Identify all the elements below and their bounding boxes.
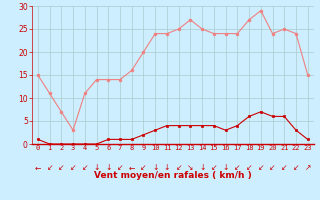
Text: ↘: ↘ bbox=[187, 163, 194, 172]
Text: ↓: ↓ bbox=[222, 163, 229, 172]
X-axis label: Vent moyen/en rafales ( km/h ): Vent moyen/en rafales ( km/h ) bbox=[94, 171, 252, 180]
Text: ←: ← bbox=[35, 163, 41, 172]
Text: ↙: ↙ bbox=[175, 163, 182, 172]
Text: ↙: ↙ bbox=[281, 163, 287, 172]
Text: ↙: ↙ bbox=[117, 163, 123, 172]
Text: ↙: ↙ bbox=[140, 163, 147, 172]
Text: ↓: ↓ bbox=[105, 163, 111, 172]
Text: ↙: ↙ bbox=[234, 163, 241, 172]
Text: ↙: ↙ bbox=[269, 163, 276, 172]
Text: ↙: ↙ bbox=[70, 163, 76, 172]
Text: ↙: ↙ bbox=[211, 163, 217, 172]
Text: ↙: ↙ bbox=[46, 163, 53, 172]
Text: ↓: ↓ bbox=[152, 163, 158, 172]
Text: ↗: ↗ bbox=[305, 163, 311, 172]
Text: ↙: ↙ bbox=[82, 163, 88, 172]
Text: ↙: ↙ bbox=[246, 163, 252, 172]
Text: ↙: ↙ bbox=[293, 163, 299, 172]
Text: ←: ← bbox=[129, 163, 135, 172]
Text: ↙: ↙ bbox=[58, 163, 65, 172]
Text: ↙: ↙ bbox=[258, 163, 264, 172]
Text: ↓: ↓ bbox=[164, 163, 170, 172]
Text: ↓: ↓ bbox=[93, 163, 100, 172]
Text: ↓: ↓ bbox=[199, 163, 205, 172]
